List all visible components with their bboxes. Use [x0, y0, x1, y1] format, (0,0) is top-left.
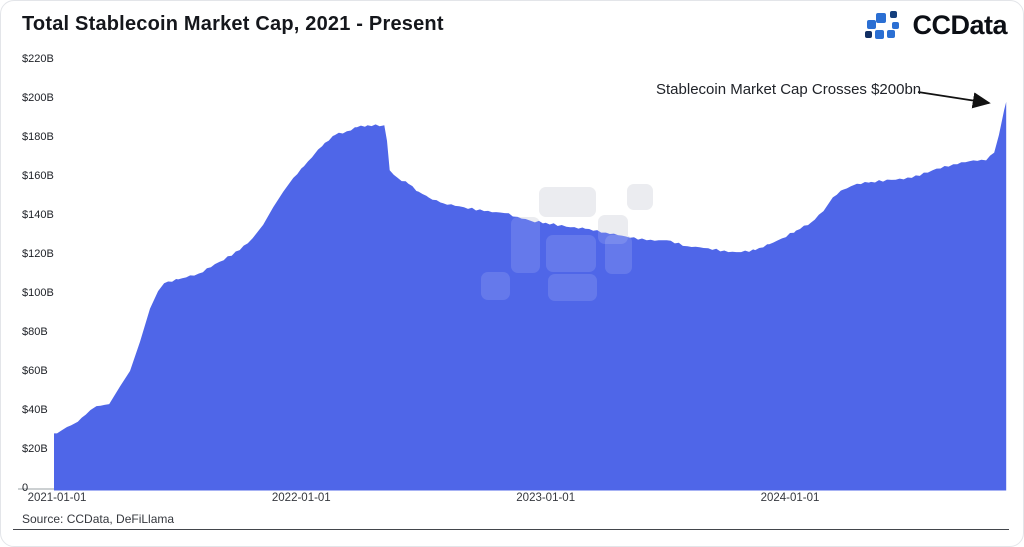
x-tick-label: 2023-01-01: [516, 492, 576, 504]
y-tick-label: $220B: [22, 52, 54, 65]
x-tick-label: 2021-01-01: [27, 492, 87, 504]
ccdata-watermark-overlay: [481, 184, 653, 301]
ccdata-logo: CCData: [865, 10, 1007, 41]
bottom-divider: [13, 529, 1009, 530]
x-tick-label: 2024-01-01: [760, 492, 820, 504]
watermark-square: [481, 272, 510, 300]
x-tick-label: 2022-01-01: [271, 492, 331, 504]
watermark-square: [627, 184, 653, 210]
annotation-arrow-icon: [917, 91, 991, 109]
watermark-square: [598, 215, 628, 244]
y-tick-label: $160B: [22, 169, 54, 182]
y-tick-label: $200B: [22, 91, 54, 104]
y-tick-label: 0: [22, 481, 29, 494]
y-tick-label: $20B: [22, 442, 48, 455]
y-tick-label: $140B: [22, 208, 54, 221]
watermark-square: [627, 184, 653, 210]
chart-annotation: Stablecoin Market Cap Crosses $200bn: [656, 81, 922, 98]
watermark-square: [539, 187, 596, 217]
source-caption: Source: CCData, DeFiLlama: [22, 512, 175, 526]
brand-name: CCData: [912, 10, 1007, 40]
y-tick-label: $120B: [22, 247, 54, 260]
y-tick-label: $40B: [22, 403, 48, 416]
y-tick-label: $100B: [22, 286, 54, 299]
watermark-square: [539, 187, 596, 217]
watermark-square: [548, 274, 597, 301]
y-tick-label: $180B: [22, 130, 54, 143]
watermark-square: [605, 235, 632, 274]
page-title: Total Stablecoin Market Cap, 2021 - Pres…: [22, 13, 444, 35]
market-cap-area-series: [54, 101, 1007, 491]
y-tick-label: $80B: [22, 325, 48, 338]
watermark-square: [546, 235, 596, 272]
ccdata-pixel-icon: [865, 10, 903, 41]
watermark-square: [511, 217, 540, 273]
y-tick-label: $60B: [22, 364, 48, 377]
